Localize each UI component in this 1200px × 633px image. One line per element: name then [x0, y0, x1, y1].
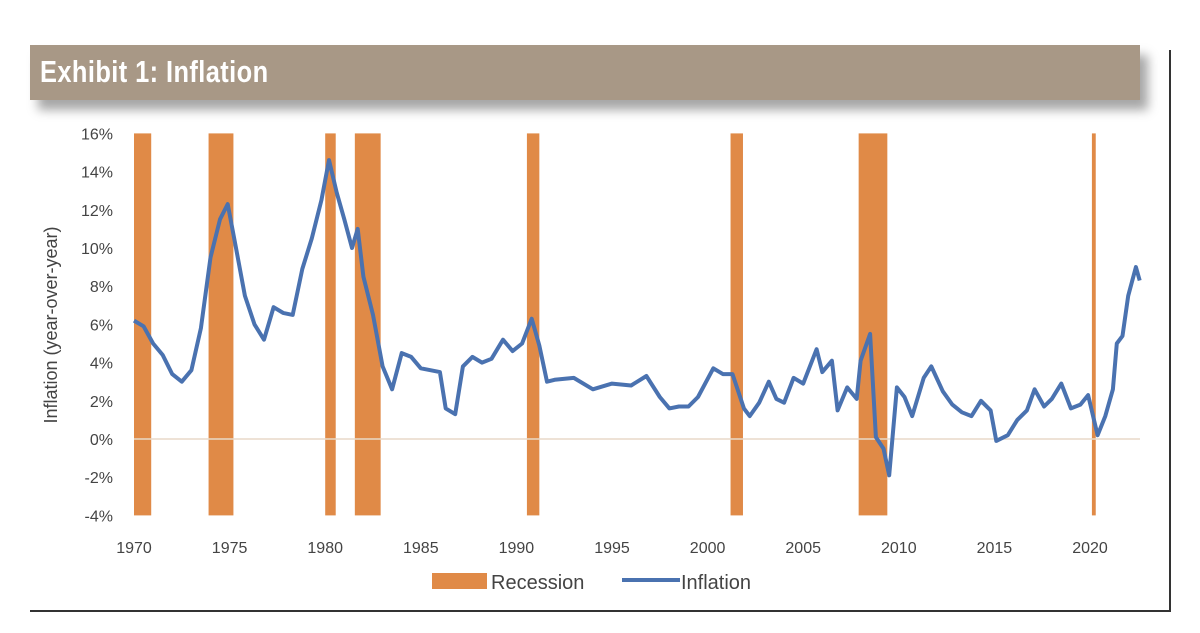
recession-bars	[134, 133, 1096, 516]
x-tick-label: 1995	[594, 540, 630, 557]
y-tick-label: -4%	[85, 508, 113, 525]
y-tick-label: 2%	[90, 394, 113, 411]
legend-inflation-label: Inflation	[681, 572, 751, 594]
frame-border-bottom	[30, 610, 1171, 612]
y-axis-title: Inflation (year-over-year)	[41, 226, 61, 423]
x-tick-label: 1980	[307, 540, 343, 557]
x-tick-label: 1985	[403, 540, 439, 557]
legend-recession-swatch	[432, 573, 487, 589]
x-tick-label: 2000	[690, 540, 726, 557]
frame-border-right	[1169, 50, 1171, 612]
legend-recession-label: Recession	[491, 572, 584, 594]
y-tick-label: -2%	[85, 470, 113, 487]
recession-bar	[208, 133, 234, 516]
legend: Recession Inflation	[432, 572, 751, 594]
x-tick-label: 2020	[1072, 540, 1108, 557]
y-ticks: 16% 14% 12% 10% 8% 6% 4% 2% 0% -2% -4%	[81, 126, 113, 525]
x-tick-label: 2015	[977, 540, 1013, 557]
y-tick-label: 4%	[90, 356, 113, 373]
x-tick-label: 1975	[212, 540, 248, 557]
y-tick-label: 6%	[90, 317, 113, 334]
y-tick-label: 12%	[81, 203, 113, 220]
y-tick-label: 16%	[81, 126, 113, 143]
chart-title: Exhibit 1: Inflation	[40, 54, 269, 89]
recession-bar	[1091, 133, 1096, 516]
recession-bar	[730, 133, 743, 516]
x-tick-label: 1990	[499, 540, 535, 557]
recession-bar	[325, 133, 336, 516]
recession-bar	[858, 133, 888, 516]
y-tick-label: 8%	[90, 279, 113, 296]
exhibit-header: Exhibit 1: Inflation	[30, 45, 1140, 100]
y-tick-label: 10%	[81, 241, 113, 258]
x-tick-label: 2010	[881, 540, 917, 557]
x-tick-label: 1970	[116, 540, 152, 557]
inflation-line	[132, 158, 1142, 478]
x-tick-label: 2005	[785, 540, 821, 557]
x-ticks: 1970 1975 1980 1985 1990 1995 2000 2005 2010 2015…	[116, 540, 1108, 557]
y-tick-label: 0%	[90, 432, 113, 449]
y-tick-label: 14%	[81, 165, 113, 182]
